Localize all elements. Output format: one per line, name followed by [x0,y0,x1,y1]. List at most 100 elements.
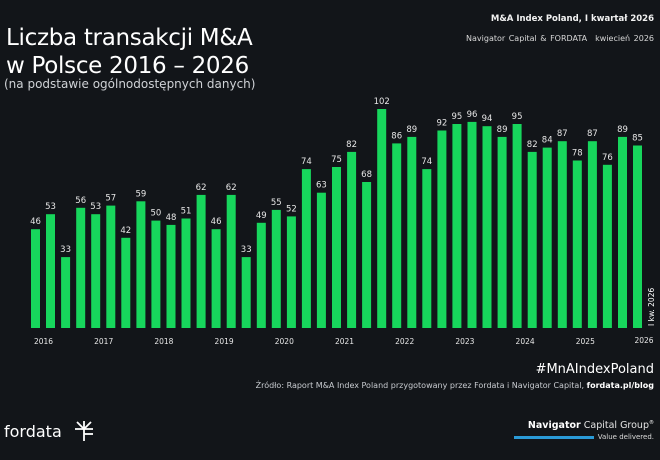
bar-2023-q3 [482,126,492,328]
bar-2020-q2 [286,216,296,328]
bar-2023-q1 [452,124,462,328]
value-label: 86 [391,131,402,141]
annotation-group: I kw. 2026 [647,288,656,326]
source-note: Źródło: Raport M&A Index Poland przygoto… [256,381,654,390]
title-line-2: w Polsce 2016 – 2026 [6,53,249,79]
value-label: 96 [467,110,478,120]
value-labels-group: 46 53 33 56 53 57 42 59 50 48 51 62 46 62 33 49 55 52 74 63… [30,97,643,255]
value-label: 33 [241,245,252,255]
value-label: 75 [331,155,342,165]
value-label: 48 [166,213,177,223]
year-tick-2017: 2017 [94,337,113,346]
bar-2018-q4 [196,194,206,328]
year-tick-2018: 2018 [154,337,173,346]
bar-2022-q1 [392,143,402,328]
bar-2023-q4 [497,136,507,328]
bar-2024-q4 [557,141,567,328]
value-label: 42 [120,226,131,236]
bar-2016-q2 [46,214,55,328]
bar-2019-q4 [256,222,266,328]
value-label: 46 [211,217,222,227]
bar-2025-q1 [572,160,582,328]
year-tick-2026: 2026 [634,336,653,345]
fordata-logo: fordata [4,420,94,442]
value-label: 87 [587,129,598,139]
bar-2018-q2 [166,224,176,328]
value-label: 89 [617,125,628,135]
bar-2017-q4 [136,201,146,328]
value-label: 56 [75,196,86,206]
title-line-1: Liczba transakcji M&A [6,25,253,51]
value-label: 84 [542,136,553,146]
bar-2017-q1 [91,214,101,328]
year-tick-2019: 2019 [215,337,234,346]
navigator-tagline: Value delivered. [597,433,654,442]
bar-2020-q1 [271,209,281,328]
report-date: kwiecień 2026 [595,34,654,43]
bar-2016-q4 [76,207,86,328]
value-label: 55 [271,198,282,208]
value-label: 95 [512,112,523,122]
value-label: 53 [90,202,101,212]
bar-2023-q2 [467,121,477,329]
bar-2022-q2 [407,136,417,328]
value-label: 62 [196,183,207,193]
navigator-logo: Navigator Capital Group® Value delivered… [513,420,654,442]
bar-2018-q1 [151,220,161,328]
value-label: 102 [374,97,390,107]
year-tick-2023: 2023 [455,337,474,346]
value-label: 68 [361,170,372,180]
year-tick-2020: 2020 [275,337,294,346]
year-tick-2021: 2021 [335,337,354,346]
chart-title: Liczba transakcji M&A w Polsce 2016 – 20… [6,24,253,80]
bar-2018-q3 [181,218,191,328]
registered-mark: ® [649,420,654,426]
value-label: 89 [497,125,508,135]
value-label: 82 [346,140,357,150]
bar-2022-q3 [422,169,432,328]
value-label: 74 [301,157,312,167]
value-label: 50 [150,209,161,219]
navigator-blue-bar [513,435,594,439]
value-label: 52 [286,204,297,214]
bar-2017-q2 [106,205,116,328]
bar-2021-q4 [377,109,387,328]
bar-2024-q3 [542,147,552,328]
source-link[interactable]: fordata.pl/blog [586,381,654,390]
year-tick-2016: 2016 [34,337,53,346]
value-label: 85 [632,134,643,144]
hashtag: #MnAIndexPoland [535,362,654,377]
value-label: 76 [602,153,613,163]
bar-2021-q2 [347,151,357,328]
bar-2020-q4 [316,192,326,328]
report-name: M&A Index Poland, I kwartał 2026 [490,14,654,24]
value-label: 87 [557,129,568,139]
bar-2021-q3 [362,182,372,328]
value-label: 46 [30,217,41,227]
bar-2021-q1 [332,167,341,328]
bar-2020-q3 [301,169,311,328]
bars-group [31,109,642,329]
report-authors: Navigator Capital & FORDATA kwiecień 2026 [466,34,654,43]
value-label: 62 [226,183,237,193]
bar-2025-q2 [587,141,597,328]
year-ticks-group: 2016 2017 2018 2019 2020 2021 2022 2023 2024 2025… [34,336,654,346]
year-tick-2024: 2024 [516,337,535,346]
bar-2024-q1 [512,124,522,328]
value-label: 59 [135,189,146,199]
value-label: 94 [482,114,493,124]
year-tick-2022: 2022 [395,337,414,346]
value-label: 33 [60,245,71,255]
value-label: 89 [406,125,417,135]
navigator-bold: Navigator [527,420,581,432]
value-label: 49 [256,211,267,221]
bar-2024-q2 [527,151,537,328]
navigator-tagline-row: Value delivered. [513,433,654,442]
value-label: 82 [527,140,538,150]
annotation-q1-2026: I kw. 2026 [647,288,656,326]
source-text: Źródło: Raport M&A Index Poland przygoto… [255,381,587,390]
chart-subtitle: (na podstawie ogólnodostępnych danych) [4,77,256,91]
bar-2026-q1 [633,145,642,328]
year-tick-2025: 2025 [576,337,595,346]
